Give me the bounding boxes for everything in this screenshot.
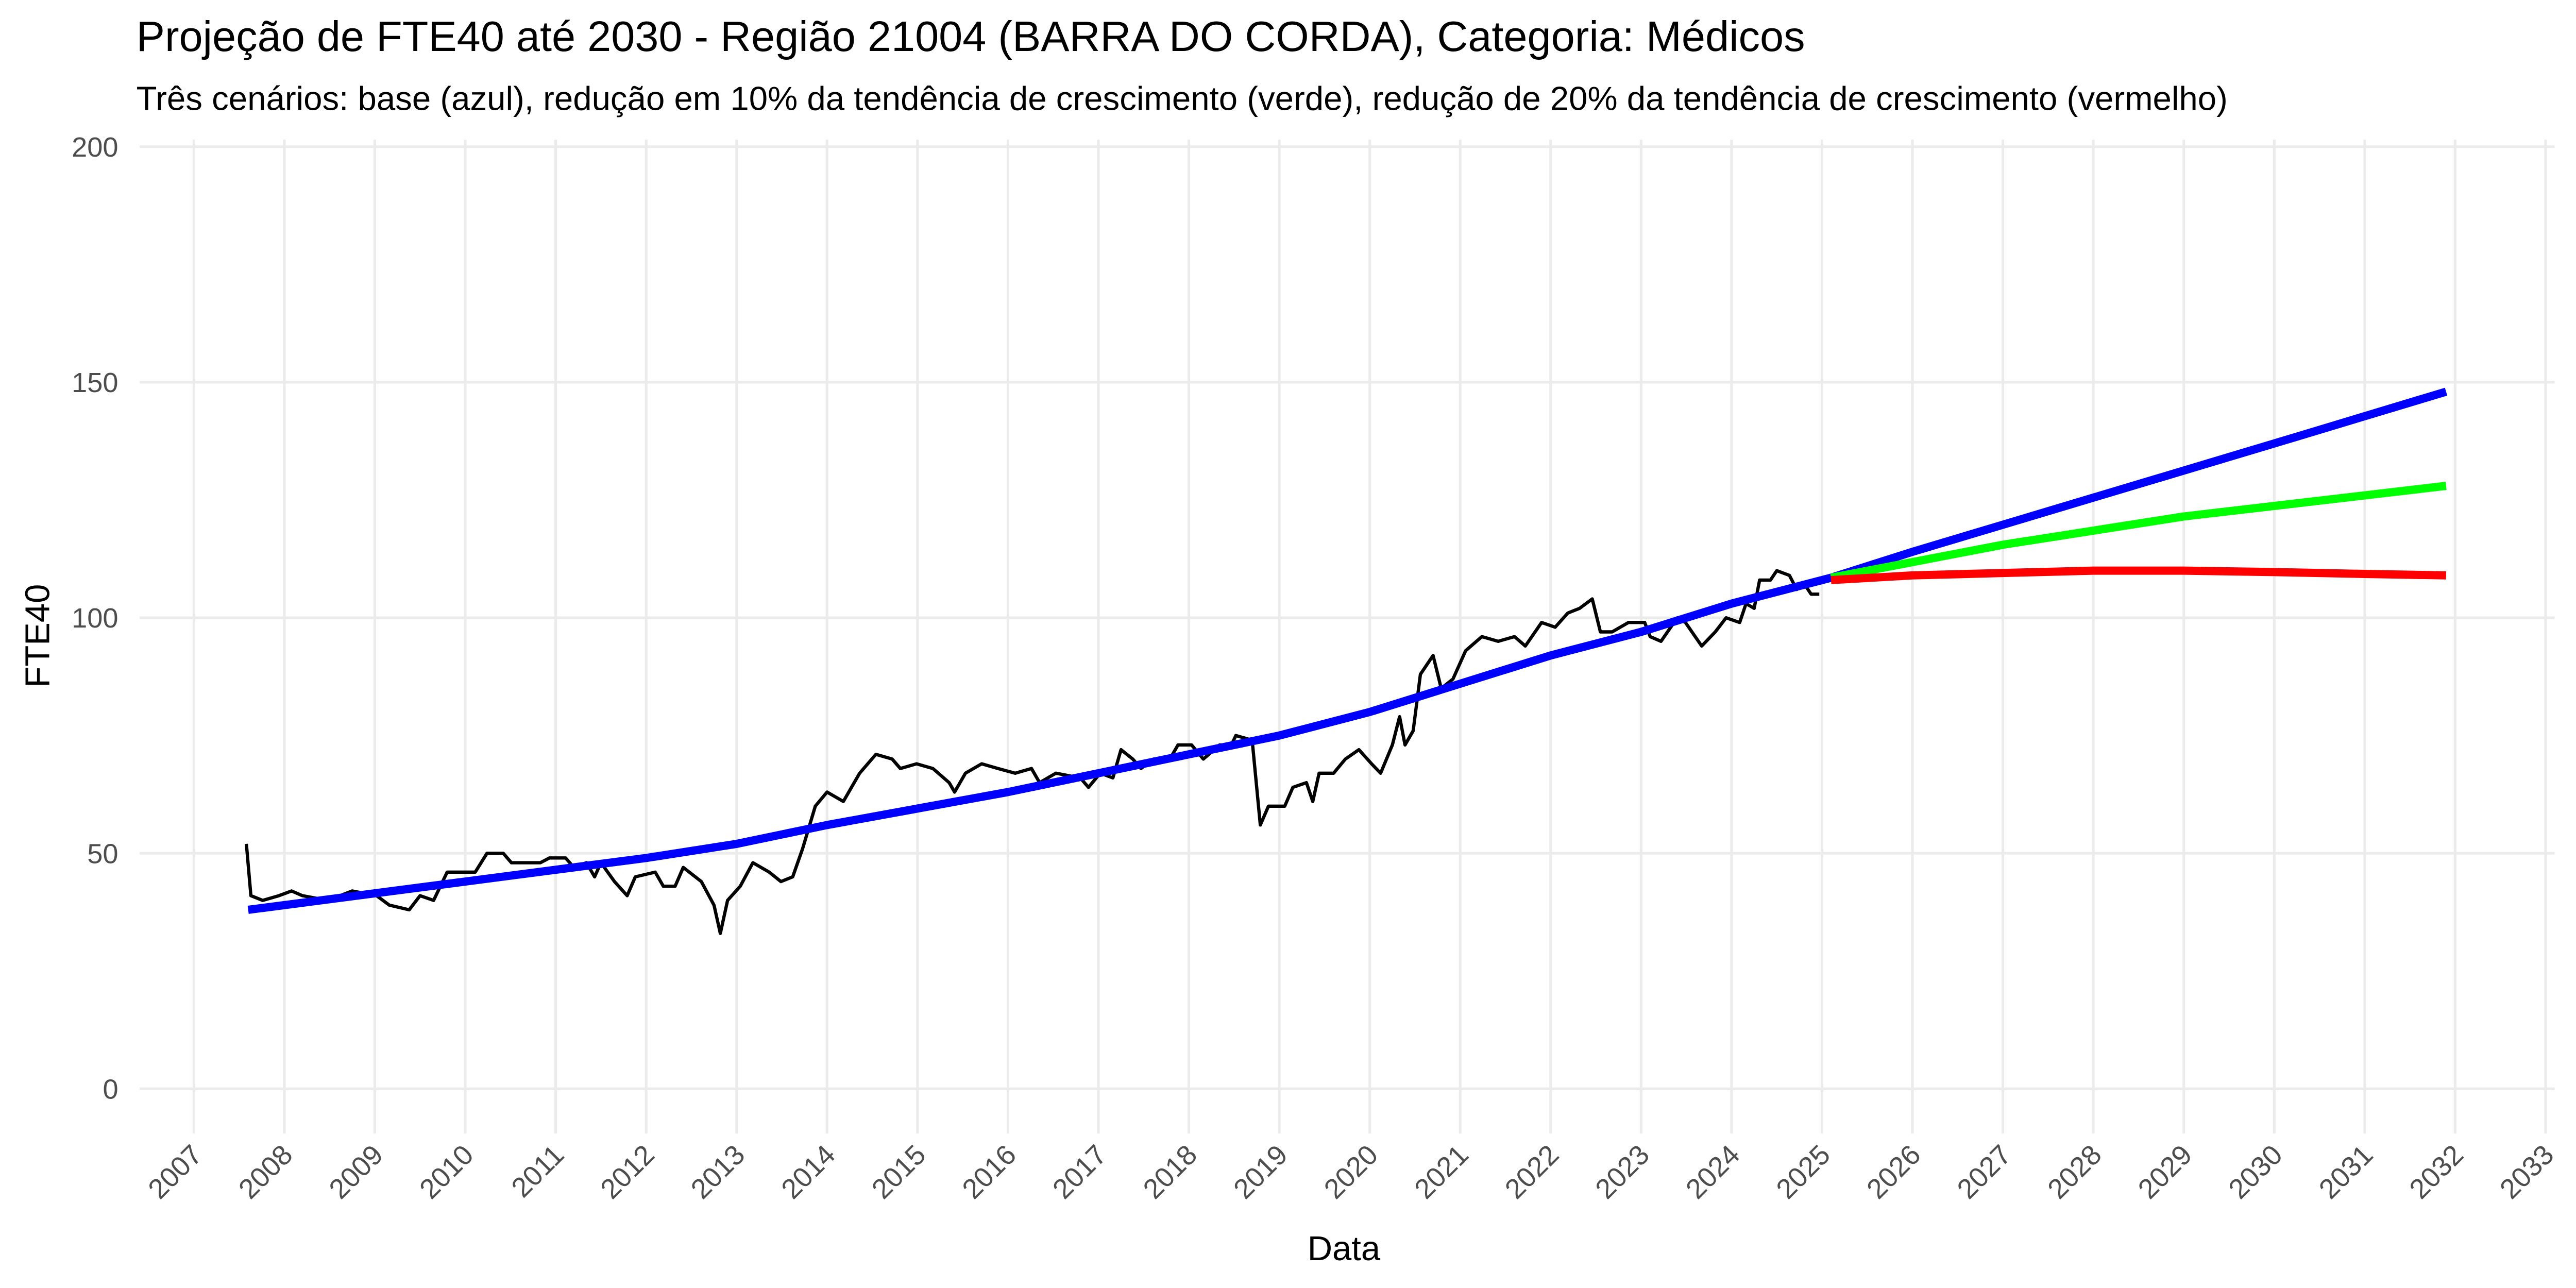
y-axis-label: FTE40 bbox=[19, 584, 57, 688]
y-tick-label: 50 bbox=[87, 838, 118, 869]
y-tick-label: 100 bbox=[72, 603, 118, 634]
y-tick-label: 150 bbox=[72, 367, 118, 398]
y-tick-label: 0 bbox=[103, 1074, 118, 1105]
y-tick-label: 200 bbox=[72, 132, 118, 163]
chart-title: Projeção de FTE40 até 2030 - Região 2100… bbox=[137, 12, 1805, 60]
series-line bbox=[1830, 482, 2447, 582]
series-line bbox=[1831, 566, 2447, 584]
plot-area bbox=[245, 387, 2448, 935]
x-axis-label: Data bbox=[1308, 1229, 1381, 1268]
series-line bbox=[247, 387, 2448, 914]
grid bbox=[140, 140, 2555, 1134]
chart-subtitle: Três cenários: base (azul), redução em 1… bbox=[137, 80, 2228, 117]
